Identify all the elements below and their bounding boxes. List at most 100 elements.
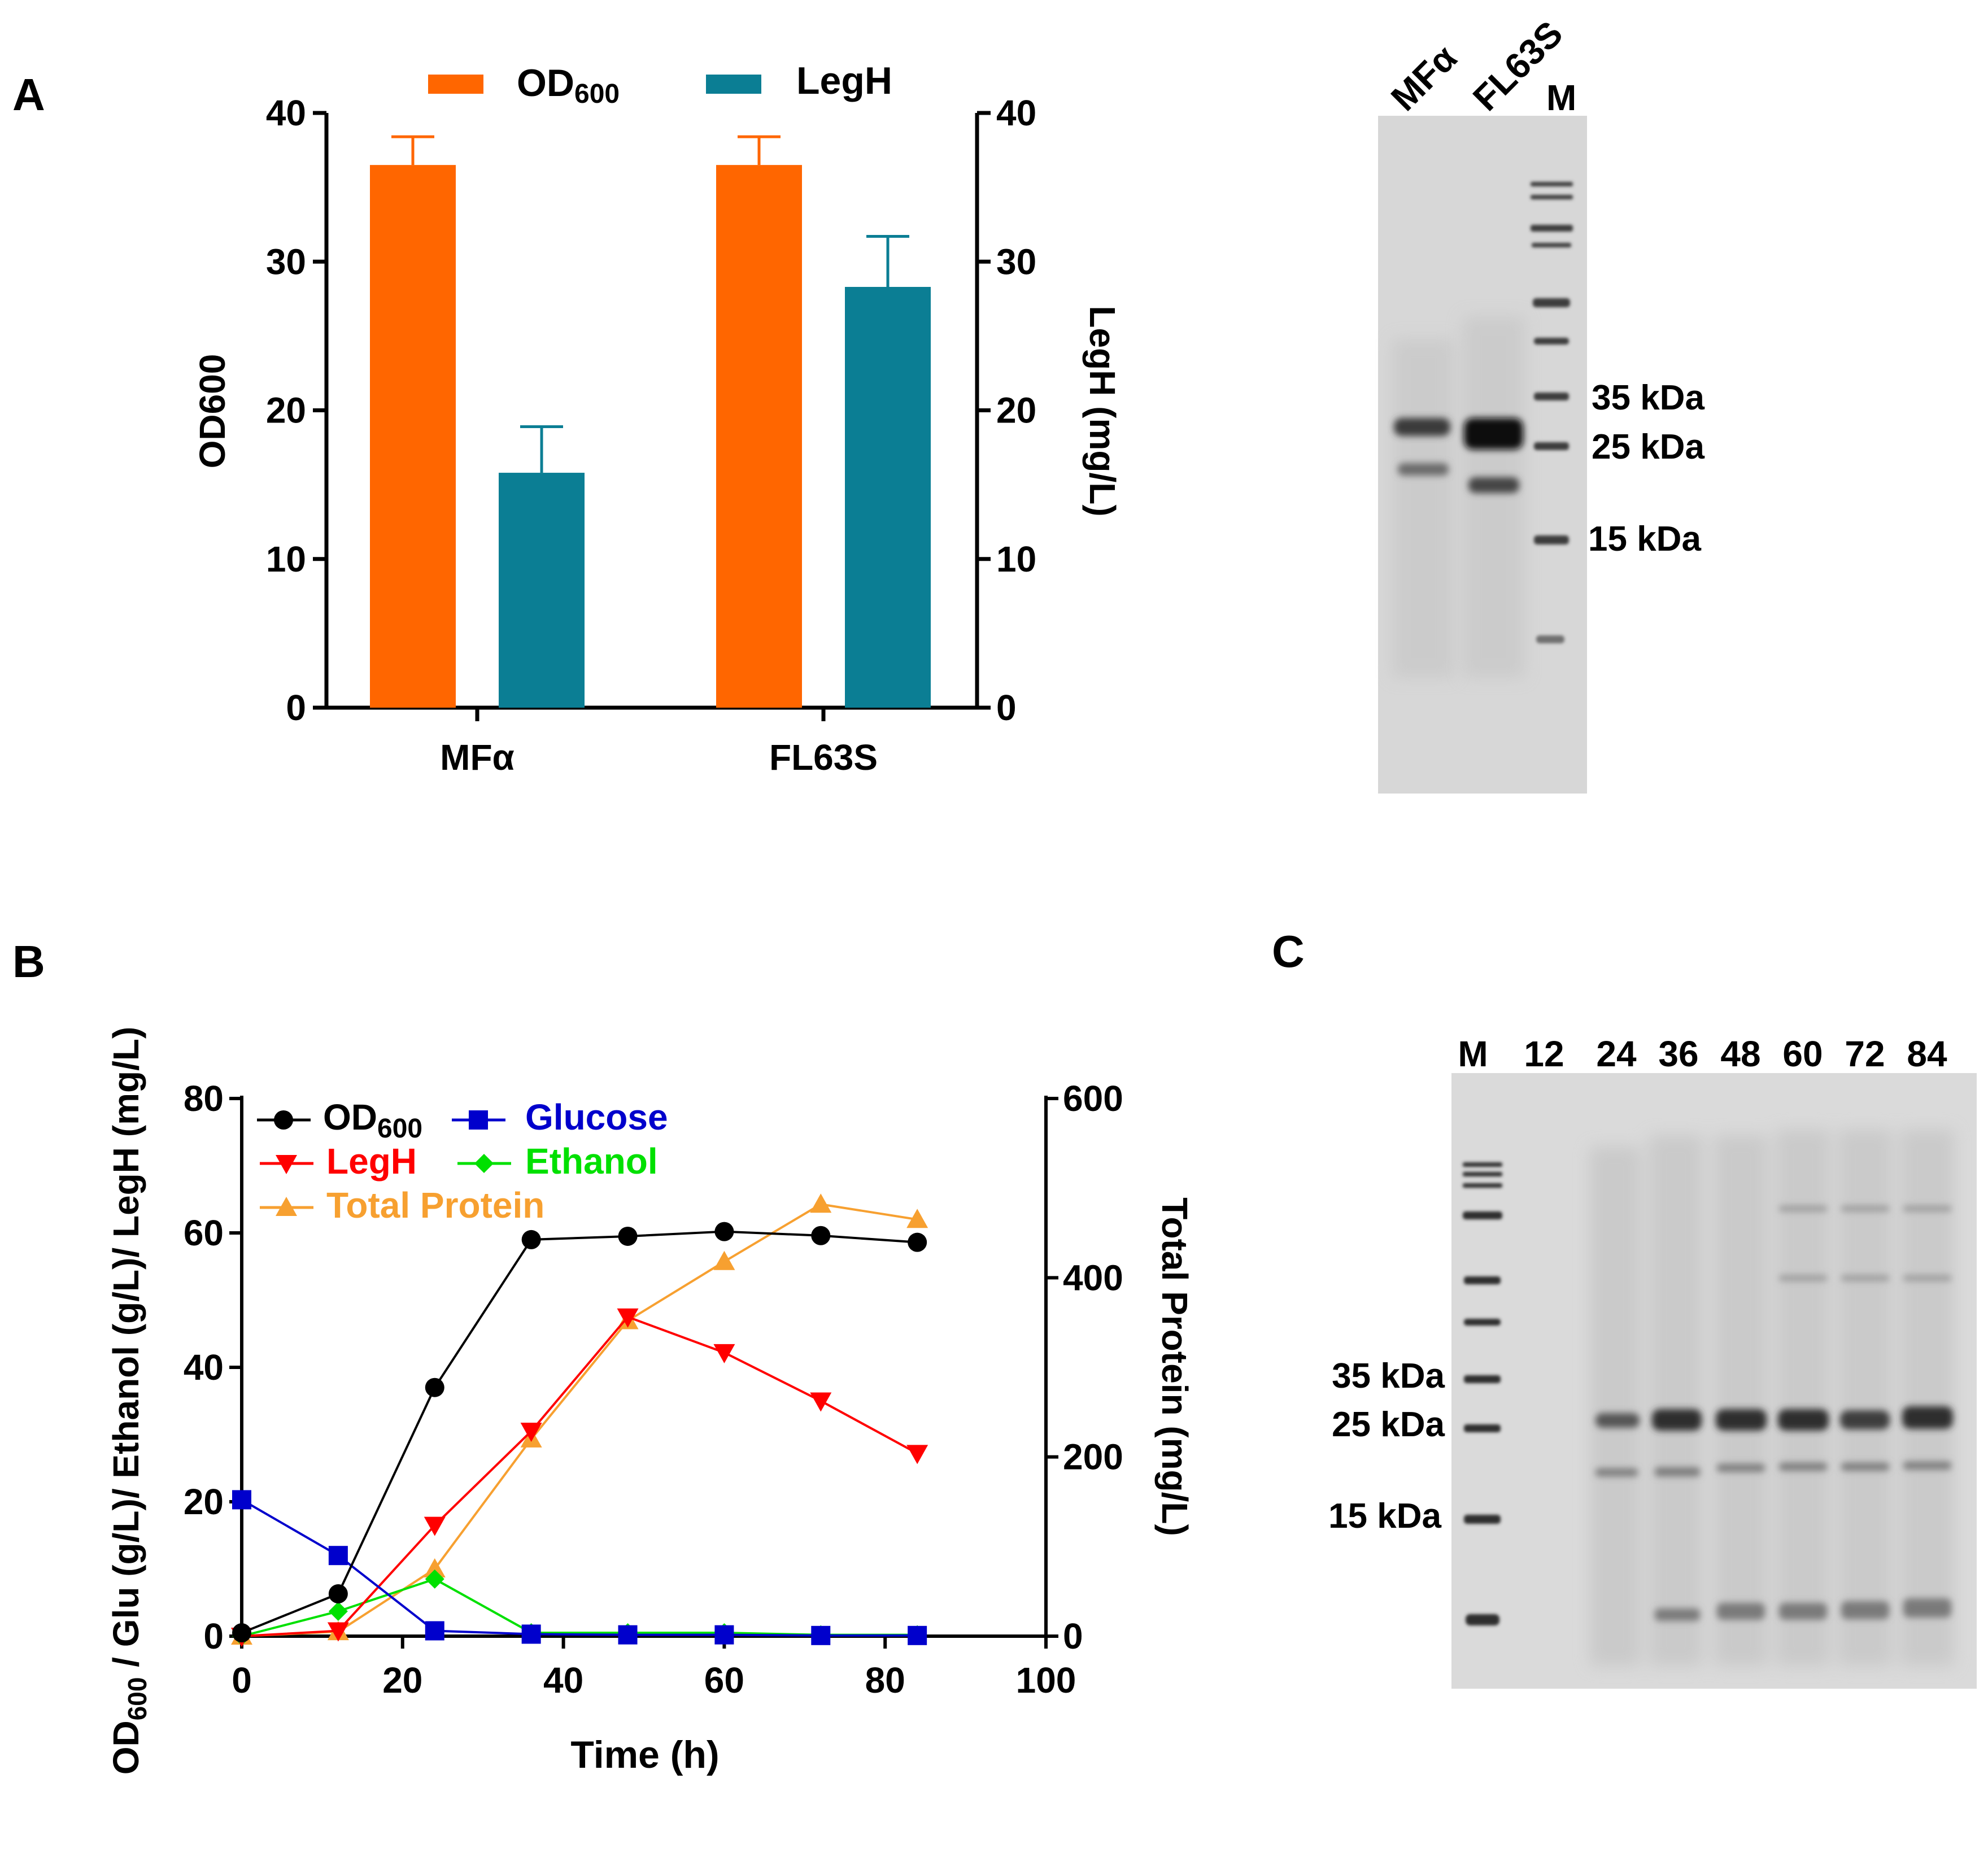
x-tick-label-40: 40 bbox=[543, 1660, 583, 1701]
gel-c-smear-60 bbox=[1776, 1130, 1830, 1666]
point-od600-24 bbox=[425, 1378, 444, 1397]
bar-legh-fl63s bbox=[845, 287, 931, 708]
gel-c-band-lower bbox=[1903, 1462, 1951, 1470]
gel-c-secondary-bands bbox=[1595, 1206, 1951, 1621]
gel-c-lane-m: M bbox=[1458, 1034, 1488, 1074]
y-tick-label-60: 60 bbox=[184, 1213, 224, 1253]
gel-c-ladder-band bbox=[1463, 1172, 1502, 1176]
legend-label-ethanol: Ethanol bbox=[525, 1141, 658, 1182]
legend-label-legh: LegH bbox=[796, 59, 892, 102]
gel-a-lane-fl63s-smear bbox=[1463, 316, 1525, 678]
point-od600-60 bbox=[714, 1222, 734, 1241]
x-tick-label-100: 100 bbox=[1016, 1660, 1076, 1701]
gel-a-band-mfa-lower bbox=[1398, 463, 1449, 476]
bar-od600-mf bbox=[370, 165, 456, 708]
panel-c-letter: C bbox=[1272, 926, 1305, 977]
gel-a-marker-25kda: 25 kDa bbox=[1592, 428, 1704, 467]
point-glucose-12 bbox=[328, 1546, 348, 1566]
gel-c-marker-labels: 35 kDa 25 kDa 15 kDa bbox=[1328, 1357, 1445, 1536]
legend-label-od600: OD600 bbox=[323, 1097, 422, 1144]
legend-marker-total-protein bbox=[276, 1197, 297, 1216]
panel-a-gel: MFα FL63S M 35 kDa 25 kDa 15 kDa bbox=[1378, 13, 1704, 794]
gel-a-ladder-band bbox=[1534, 535, 1569, 544]
gel-a-ladder-band bbox=[1534, 393, 1569, 400]
y-tick-label-0: 0 bbox=[203, 1616, 224, 1657]
point-od600-72 bbox=[811, 1226, 831, 1245]
y2-tick-label-400: 400 bbox=[1063, 1257, 1123, 1298]
point-legh-48 bbox=[617, 1308, 639, 1328]
legend-label-total-protein: Total Protein bbox=[326, 1185, 544, 1226]
legend-main-od: OD bbox=[517, 62, 574, 104]
point-ethanol-12 bbox=[328, 1601, 348, 1621]
gel-a-marker-15kda: 15 kDa bbox=[1588, 520, 1701, 559]
gel-a-band-mfa-25kda bbox=[1394, 418, 1450, 436]
legend-label-legh: LegH bbox=[326, 1141, 417, 1182]
point-total-protein-60 bbox=[713, 1250, 735, 1270]
point-legh-36 bbox=[520, 1423, 542, 1442]
gel-c-marker-25kda: 25 kDa bbox=[1332, 1405, 1445, 1444]
panel-b-y2label: Total Protein (mg/L) bbox=[1154, 1197, 1195, 1536]
gel-a-ladder-band bbox=[1531, 225, 1573, 232]
gel-c-band-upper bbox=[1903, 1206, 1951, 1211]
gel-a-band-fl63s-25kda bbox=[1464, 418, 1523, 450]
gel-c-lane-48: 48 bbox=[1720, 1034, 1760, 1074]
y-tick-label-20: 20 bbox=[184, 1481, 224, 1522]
panel-a-legend: OD600 LegH bbox=[428, 59, 892, 109]
y2-tick-label-30: 30 bbox=[996, 241, 1036, 282]
gel-c-marker-15kda: 15 kDa bbox=[1328, 1497, 1441, 1536]
gel-a-band-fl63s-lower bbox=[1468, 477, 1519, 493]
legend-swatch-legh bbox=[706, 75, 761, 94]
gel-c-band-lower bbox=[1779, 1463, 1827, 1471]
gel-c-smears bbox=[1590, 1130, 1954, 1666]
point-legh-24 bbox=[424, 1516, 446, 1536]
point-total-protein-84 bbox=[906, 1209, 928, 1228]
panel-a-y2label: LegH (mg/L) bbox=[1082, 306, 1123, 516]
point-glucose-60 bbox=[714, 1625, 734, 1645]
point-od600-36 bbox=[521, 1230, 541, 1249]
point-glucose-0 bbox=[232, 1490, 251, 1510]
gel-c-ladder-band bbox=[1463, 1211, 1502, 1219]
gel-a-lane-m: M bbox=[1546, 77, 1576, 118]
gel-c-smear-72 bbox=[1838, 1130, 1892, 1666]
gel-c-ladder-band bbox=[1464, 1276, 1501, 1284]
legend-marker-ethanol bbox=[474, 1154, 494, 1173]
x-tick-label-20: 20 bbox=[382, 1660, 422, 1701]
gel-a-ladder bbox=[1531, 182, 1573, 643]
gel-a-ladder-band bbox=[1533, 298, 1570, 307]
gel-c-band-upper bbox=[1841, 1206, 1889, 1211]
gel-c-band-upper bbox=[1841, 1275, 1889, 1281]
gel-c-band-60 bbox=[1778, 1409, 1829, 1431]
x-tick-label-80: 80 bbox=[865, 1660, 905, 1701]
gel-c-ladder-band bbox=[1466, 1614, 1499, 1625]
gel-c-smear-48 bbox=[1714, 1135, 1768, 1666]
gel-c-ladder-band bbox=[1463, 1183, 1502, 1188]
gel-c-lane-36: 36 bbox=[1658, 1034, 1698, 1074]
panel-b-legend: OD600 Glucose LegH Ethanol Total Protein bbox=[257, 1097, 668, 1226]
point-ethanol-24 bbox=[425, 1569, 444, 1589]
point-glucose-24 bbox=[425, 1621, 444, 1641]
gel-a-ladder-band bbox=[1532, 243, 1571, 247]
point-glucose-48 bbox=[618, 1625, 638, 1645]
legend-sub-600: 600 bbox=[377, 1114, 422, 1144]
gel-c-marker-35kda: 35 kDa bbox=[1332, 1357, 1445, 1396]
point-glucose-84 bbox=[908, 1625, 927, 1645]
point-od600-0 bbox=[232, 1623, 251, 1643]
line-od600 bbox=[241, 1230, 918, 1634]
gel-c-lane-labels: M 12 24 36 48 60 72 84 bbox=[1458, 1034, 1947, 1074]
x-tick-label-fl63s: FL63S bbox=[769, 737, 878, 778]
panel-b-ylabel: OD600 / Glu (g/L)/ Ethanol (g/L)/ LegH (… bbox=[106, 1027, 152, 1775]
gel-c-lane-60: 60 bbox=[1782, 1034, 1823, 1074]
y-tick-label-0: 0 bbox=[286, 687, 306, 728]
ylabel-sub-600: 600 bbox=[123, 1677, 152, 1721]
gel-c-smear-84 bbox=[1900, 1130, 1954, 1666]
gel-c-lane-84: 84 bbox=[1907, 1034, 1947, 1074]
gel-c-band-72 bbox=[1840, 1410, 1890, 1429]
gel-a-ladder-band bbox=[1531, 195, 1573, 199]
y-tick-label-40: 40 bbox=[184, 1347, 224, 1388]
point-glucose-72 bbox=[811, 1625, 831, 1645]
legend-label-glucose: Glucose bbox=[525, 1097, 668, 1137]
gel-c-band-48 bbox=[1716, 1409, 1767, 1431]
y-tick-label-30: 30 bbox=[266, 241, 306, 282]
gel-c-smear-24 bbox=[1590, 1147, 1641, 1666]
